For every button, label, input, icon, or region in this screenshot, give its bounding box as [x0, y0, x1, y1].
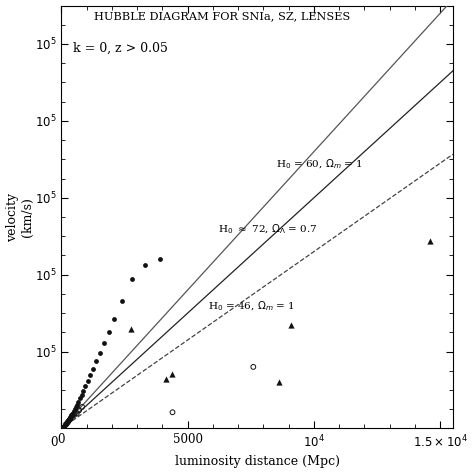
Point	[287, 321, 295, 329]
Point	[65, 415, 73, 423]
Point	[63, 419, 70, 427]
Point	[70, 407, 78, 415]
Point	[89, 365, 97, 373]
Point	[78, 391, 85, 398]
Point	[82, 383, 89, 390]
Point	[96, 349, 104, 356]
Point	[76, 395, 83, 402]
Point	[74, 398, 82, 406]
Point	[73, 401, 81, 409]
Point	[71, 405, 79, 413]
Point	[100, 339, 108, 347]
Text: 0: 0	[50, 436, 57, 449]
Point	[68, 411, 75, 419]
Point	[169, 409, 176, 416]
Point	[66, 414, 73, 422]
Point	[62, 420, 70, 428]
Point	[73, 410, 81, 417]
Point	[275, 378, 283, 385]
Point	[60, 422, 67, 430]
Text: k = 0, z > 0.05: k = 0, z > 0.05	[73, 42, 168, 55]
Point	[67, 412, 74, 420]
Point	[71, 411, 78, 419]
Point	[426, 237, 434, 245]
Point	[66, 416, 74, 423]
Point	[78, 403, 86, 410]
Text: HUBBLE DIAGRAM FOR SNIa, SZ, LENSES: HUBBLE DIAGRAM FOR SNIa, SZ, LENSES	[94, 11, 350, 21]
Point	[69, 409, 77, 417]
Point	[127, 326, 135, 333]
Point	[68, 413, 76, 421]
Point	[80, 387, 87, 394]
Point	[64, 417, 72, 424]
X-axis label: luminosity distance (Mpc): luminosity distance (Mpc)	[174, 456, 339, 468]
Point	[65, 416, 73, 423]
Point	[128, 275, 136, 283]
Point	[141, 261, 148, 269]
Text: H$_0$ = 46, $\Omega_m$ = 1: H$_0$ = 46, $\Omega_m$ = 1	[208, 300, 295, 313]
Point	[156, 255, 164, 263]
Point	[66, 413, 74, 421]
Point	[84, 377, 91, 385]
Point	[118, 297, 126, 305]
Text: H$_0$ = 60, $\Omega_m$ = 1: H$_0$ = 60, $\Omega_m$ = 1	[276, 157, 363, 171]
Point	[61, 421, 69, 428]
Point	[61, 421, 68, 429]
Y-axis label: velocity
(km/s): velocity (km/s)	[6, 192, 34, 242]
Point	[63, 418, 71, 426]
Point	[92, 357, 100, 365]
Point	[59, 423, 67, 431]
Point	[249, 363, 257, 371]
Point	[72, 403, 80, 410]
Point	[64, 418, 72, 426]
Point	[63, 419, 71, 427]
Point	[68, 410, 76, 418]
Point	[64, 417, 72, 425]
Point	[62, 420, 70, 428]
Point	[64, 418, 71, 425]
Point	[110, 315, 118, 323]
Point	[60, 422, 68, 429]
Point	[75, 407, 83, 414]
Point	[169, 370, 176, 378]
Point	[163, 375, 170, 383]
Text: H$_0$ $\approx$ 72, $\Omega_\Lambda$ = 0.7: H$_0$ $\approx$ 72, $\Omega_\Lambda$ = 0…	[218, 223, 318, 236]
Point	[62, 420, 69, 428]
Point	[59, 424, 66, 431]
Point	[86, 372, 94, 379]
Point	[106, 328, 113, 335]
